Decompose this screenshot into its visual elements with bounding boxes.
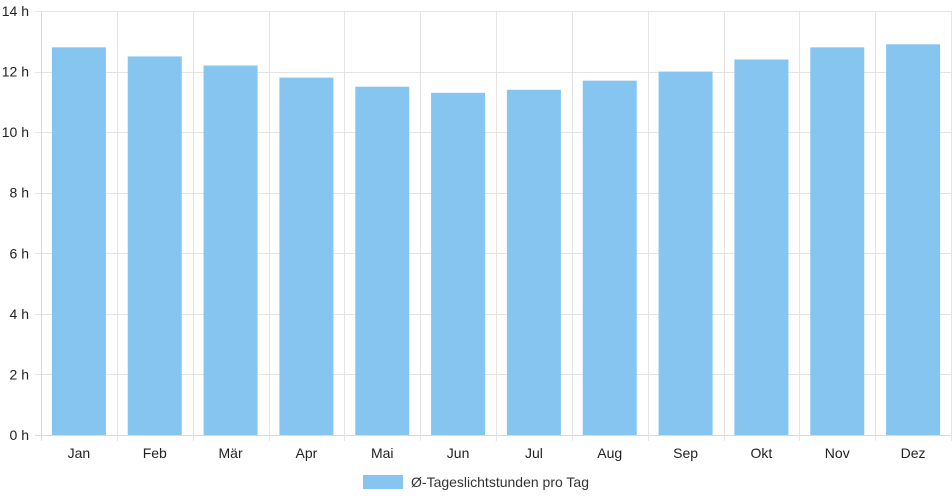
y-tick-label: 0 h bbox=[10, 427, 29, 443]
x-tick-label: Jan bbox=[68, 445, 91, 461]
x-tick-label: Feb bbox=[143, 445, 167, 461]
daylight-bar-chart: 0 h 2 h 4 h 6 h 8 h 10 h 12 h 14 h Jan Feb Mär Apr… bbox=[2, 3, 952, 461]
bar-Jan[interactable] bbox=[51, 47, 106, 435]
bar-Aug[interactable] bbox=[582, 80, 637, 436]
y-tick-label: 4 h bbox=[10, 306, 29, 322]
x-tick-label: Mär bbox=[219, 445, 243, 461]
bar-Okt[interactable] bbox=[734, 59, 789, 435]
bar-Jul[interactable] bbox=[506, 89, 561, 435]
bar-Jun[interactable] bbox=[431, 92, 486, 436]
legend[interactable]: Ø-Tageslichtstunden pro Tag bbox=[0, 472, 952, 492]
y-tick-label: 6 h bbox=[10, 245, 29, 261]
x-tick-label: Jun bbox=[447, 445, 470, 461]
legend-label: Ø-Tageslichtstunden pro Tag bbox=[411, 474, 589, 490]
bar-Mär[interactable] bbox=[203, 65, 258, 435]
y-axis-ticks: 0 h 2 h 4 h 6 h 8 h 10 h 12 h 14 h bbox=[2, 3, 29, 443]
x-tick-label: Mai bbox=[371, 445, 394, 461]
x-tick-label: Aug bbox=[597, 445, 622, 461]
y-tick-label: 8 h bbox=[10, 185, 29, 201]
bar-series bbox=[51, 44, 941, 436]
x-tick-label: Nov bbox=[825, 445, 850, 461]
bar-Nov[interactable] bbox=[810, 47, 865, 435]
bar-Mai[interactable] bbox=[355, 86, 410, 435]
x-axis-ticks: Jan Feb Mär Apr Mai Jun Jul Aug Sep Okt Nov Dez bbox=[68, 445, 926, 461]
x-tick-label: Dez bbox=[901, 445, 926, 461]
bar-Apr[interactable] bbox=[279, 77, 334, 435]
bar-Dez[interactable] bbox=[886, 44, 941, 436]
bar-Feb[interactable] bbox=[127, 56, 182, 436]
x-tick-label: Apr bbox=[296, 445, 318, 461]
x-tick-label: Okt bbox=[751, 445, 773, 461]
y-tick-label: 14 h bbox=[2, 3, 29, 19]
legend-swatch bbox=[363, 475, 404, 489]
y-grid bbox=[35, 11, 951, 436]
y-tick-label: 10 h bbox=[2, 124, 29, 140]
x-tick-label: Jul bbox=[525, 445, 543, 461]
y-tick-label: 2 h bbox=[10, 366, 29, 382]
x-tick-label: Sep bbox=[673, 445, 698, 461]
x-grid bbox=[41, 11, 952, 441]
bar-Sep[interactable] bbox=[658, 71, 713, 436]
y-tick-label: 12 h bbox=[2, 64, 29, 80]
